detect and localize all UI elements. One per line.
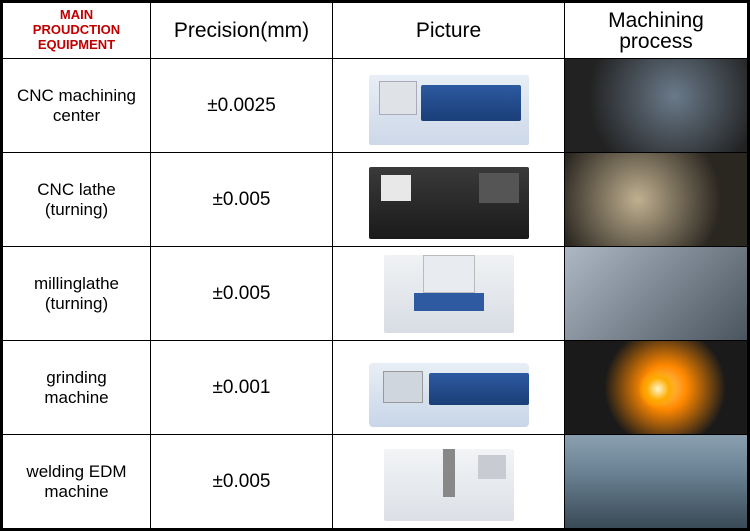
table-row: CNC lathe(turning) ±0.005 (3, 153, 747, 247)
precision-value: ±0.0025 (207, 95, 276, 117)
header-main-label: MAINPROUDCTIONEQUIPMENT (33, 8, 120, 53)
table-row: welding EDMmachine ±0.005 (3, 435, 747, 528)
table-row: grindingmachine ±0.001 (3, 341, 747, 435)
machining-process-image (565, 341, 747, 434)
picture-cell (333, 247, 565, 340)
process-cell (565, 247, 747, 340)
header-process: Machiningprocess (565, 3, 747, 58)
equip-name: grindingmachine (44, 368, 108, 407)
spark-icon (638, 369, 678, 409)
process-cell (565, 435, 747, 528)
machining-process-image (565, 59, 747, 152)
cnc-lathe-icon (369, 167, 529, 239)
precision-value: ±0.005 (213, 189, 271, 211)
machining-process-image (565, 153, 747, 246)
header-process-label: Machiningprocess (608, 10, 704, 52)
equip-name-cell: CNC machiningcenter (3, 59, 151, 152)
process-cell (565, 341, 747, 434)
picture-cell (333, 341, 565, 434)
grinding-machine-icon (369, 363, 529, 427)
precision-value: ±0.005 (213, 283, 271, 305)
cnc-machining-center-icon (369, 75, 529, 145)
precision-cell: ±0.001 (151, 341, 333, 434)
equip-name: welding EDMmachine (26, 462, 126, 501)
machine-image (369, 161, 529, 239)
header-picture-label: Picture (416, 20, 481, 41)
milling-lathe-icon (384, 255, 514, 333)
machining-process-image (565, 247, 747, 340)
machine-image (369, 443, 529, 521)
picture-cell (333, 59, 565, 152)
table-row: CNC machiningcenter ±0.0025 (3, 59, 747, 153)
table-row: millinglathe(turning) ±0.005 (3, 247, 747, 341)
edm-machine-icon (384, 449, 514, 521)
process-cell (565, 59, 747, 152)
equip-name: CNC machiningcenter (17, 86, 136, 125)
machine-image (369, 255, 529, 333)
equip-name-cell: welding EDMmachine (3, 435, 151, 528)
machine-image (369, 349, 529, 427)
equipment-table: MAINPROUDCTIONEQUIPMENT Precision(mm) Pi… (0, 0, 750, 531)
precision-value: ±0.005 (213, 471, 271, 493)
header-main: MAINPROUDCTIONEQUIPMENT (3, 3, 151, 58)
header-precision: Precision(mm) (151, 3, 333, 58)
picture-cell (333, 435, 565, 528)
precision-value: ±0.001 (213, 377, 271, 399)
machine-image (369, 67, 529, 145)
equip-name-cell: grindingmachine (3, 341, 151, 434)
equip-name: millinglathe(turning) (34, 274, 119, 313)
equip-name-cell: millinglathe(turning) (3, 247, 151, 340)
picture-cell (333, 153, 565, 246)
precision-cell: ±0.005 (151, 153, 333, 246)
header-precision-label: Precision(mm) (174, 20, 309, 41)
table-header-row: MAINPROUDCTIONEQUIPMENT Precision(mm) Pi… (3, 3, 747, 59)
precision-cell: ±0.005 (151, 435, 333, 528)
header-picture: Picture (333, 3, 565, 58)
equip-name-cell: CNC lathe(turning) (3, 153, 151, 246)
process-cell (565, 153, 747, 246)
machining-process-image (565, 435, 747, 528)
precision-cell: ±0.0025 (151, 59, 333, 152)
precision-cell: ±0.005 (151, 247, 333, 340)
equip-name: CNC lathe(turning) (37, 180, 115, 219)
